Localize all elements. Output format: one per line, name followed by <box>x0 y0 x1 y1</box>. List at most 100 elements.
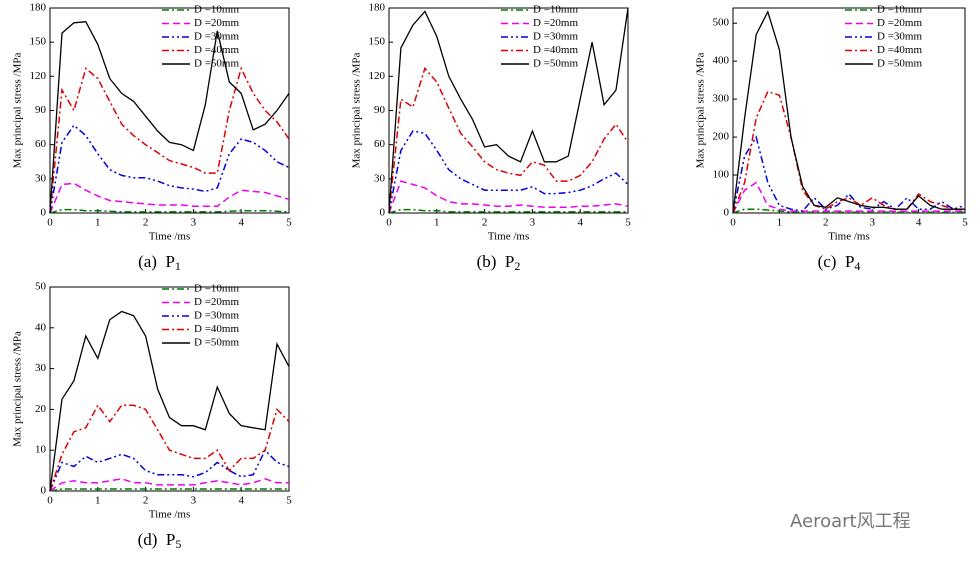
legend-label: D =10mm <box>533 4 578 16</box>
legend-label: D =50mm <box>533 58 578 70</box>
series-line <box>49 124 290 214</box>
x-tick-label: 1 <box>95 217 101 229</box>
x-tick-label: 5 <box>962 217 968 229</box>
x-tick-label: 1 <box>95 495 101 507</box>
series-line <box>49 488 289 492</box>
caption-letter: (c) <box>818 252 837 271</box>
x-tick-label: 3 <box>191 217 197 229</box>
y-axis-label: Max principal stress /MPa <box>12 331 24 447</box>
plot-frame <box>732 7 966 214</box>
x-tick-label: 3 <box>869 217 875 229</box>
y-tick-label: 120 <box>369 70 386 82</box>
x-tick-label: 4 <box>916 217 922 229</box>
legend-label: D =50mm <box>877 58 922 70</box>
series-line <box>49 403 290 492</box>
y-tick-label: 100 <box>713 169 730 181</box>
y-tick-label: 300 <box>713 93 730 105</box>
x-axis-label: Time /ms <box>149 231 190 243</box>
y-tick-label: 60 <box>35 138 47 150</box>
y-axis-label: Max principal stress /MPa <box>12 52 24 168</box>
x-tick-label: 3 <box>191 495 197 507</box>
legend-label: D =40mm <box>877 44 922 56</box>
series-line <box>49 208 290 214</box>
x-tick-label: 2 <box>143 217 149 229</box>
legend-label: D =20mm <box>194 296 239 308</box>
y-tick-label: 500 <box>713 17 730 29</box>
y-axis-label: Max principal stress /MPa <box>695 52 707 168</box>
x-tick-label: 0 <box>47 217 53 229</box>
caption: (a) P1 <box>138 252 181 273</box>
legend-label: D =10mm <box>194 4 239 16</box>
x-tick-label: 4 <box>238 495 244 507</box>
legend-label: D =20mm <box>877 17 922 29</box>
caption-name: P <box>166 530 175 549</box>
y-tick-label: 30 <box>374 172 386 184</box>
series-line <box>732 208 965 214</box>
y-tick-label: 30 <box>35 172 47 184</box>
legend-label: D =40mm <box>533 44 578 56</box>
caption-letter: (d) <box>138 530 158 549</box>
y-tick-label: 0 <box>41 485 47 497</box>
x-tick-label: 2 <box>143 495 149 507</box>
caption: (b) P2 <box>477 252 521 273</box>
y-tick-label: 200 <box>713 131 730 143</box>
legend-label: D =30mm <box>877 31 922 43</box>
x-tick-label: 4 <box>238 217 244 229</box>
y-tick-label: 150 <box>369 36 386 48</box>
x-tick-label: 0 <box>47 495 53 507</box>
caption-letter: (b) <box>477 252 497 271</box>
legend-label: D =40mm <box>194 323 239 335</box>
y-tick-label: 120 <box>30 70 47 82</box>
series-line <box>388 7 629 214</box>
x-tick-label: 2 <box>482 217 488 229</box>
y-tick-label: 30 <box>35 362 47 374</box>
x-tick-label: 0 <box>730 217 736 229</box>
caption: (c) P4 <box>818 252 861 273</box>
legend-label: D =20mm <box>533 17 578 29</box>
caption-name: P <box>845 252 854 271</box>
x-tick-label: 5 <box>286 495 292 507</box>
series-line <box>388 130 629 214</box>
series-line <box>388 208 628 214</box>
legend-label: D =20mm <box>194 17 239 29</box>
x-tick-label: 3 <box>530 217 536 229</box>
plot-frame <box>49 7 290 214</box>
x-tick-label: 1 <box>434 217 440 229</box>
y-tick-label: 90 <box>35 104 47 116</box>
y-tick-label: 400 <box>713 55 730 67</box>
x-axis-label: Time /ms <box>149 509 190 521</box>
caption-sub: 5 <box>175 537 181 551</box>
caption-sub: 2 <box>514 259 520 273</box>
y-tick-label: 60 <box>374 138 386 150</box>
series-line <box>388 180 629 214</box>
legend-label: D =30mm <box>194 310 239 322</box>
series-line <box>49 66 290 214</box>
y-tick-label: 90 <box>374 104 386 116</box>
legend-label: D =10mm <box>877 4 922 16</box>
legend-label: D =50mm <box>194 58 239 70</box>
x-tick-label: 4 <box>577 217 583 229</box>
caption-letter: (a) <box>138 252 157 271</box>
legend-label: D =30mm <box>533 31 578 43</box>
series-line <box>732 90 965 214</box>
series-line <box>732 181 965 214</box>
y-tick-label: 50 <box>35 281 47 293</box>
caption-name: P <box>165 252 174 271</box>
legend-label: D =50mm <box>194 337 239 349</box>
series-line <box>732 135 966 214</box>
legend-label: D =10mm <box>194 283 239 295</box>
y-tick-label: 10 <box>35 444 47 456</box>
y-tick-label: 0 <box>724 207 730 219</box>
watermark: Aeroart风工程 <box>790 511 911 532</box>
y-tick-label: 180 <box>30 2 47 14</box>
y-tick-label: 150 <box>30 36 47 48</box>
series-line <box>49 182 290 214</box>
x-tick-label: 0 <box>386 217 392 229</box>
series-line <box>49 478 289 492</box>
caption: (d) P5 <box>138 530 182 551</box>
x-axis-label: Time /ms <box>488 231 529 243</box>
y-tick-label: 180 <box>369 2 386 14</box>
y-tick-label: 0 <box>380 207 386 219</box>
series-line <box>49 21 290 214</box>
